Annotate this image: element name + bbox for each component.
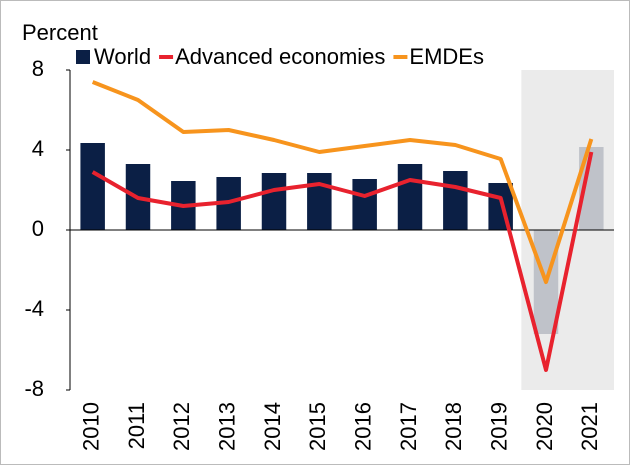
legend-swatch <box>76 50 90 64</box>
x-tick-label: 2019 <box>486 402 511 451</box>
bar <box>397 164 423 230</box>
bar <box>307 173 332 230</box>
bar <box>261 173 287 230</box>
x-tick-label: 2018 <box>441 402 466 451</box>
x-tick-label: 2016 <box>350 402 375 451</box>
bar <box>443 171 468 230</box>
bar <box>352 179 377 230</box>
x-tick-label: 2020 <box>532 402 557 451</box>
line <box>91 80 594 284</box>
x-tick-label: 2014 <box>260 402 285 451</box>
x-tick-label: 2013 <box>214 402 239 451</box>
legend-label: World <box>94 44 151 69</box>
y-tick-label: 8 <box>32 56 44 81</box>
x-tick-label: 2012 <box>169 402 194 451</box>
legend-label: Advanced economies <box>175 44 385 69</box>
y-tick-label: -4 <box>24 296 44 321</box>
x-tick-label: 2015 <box>305 402 330 451</box>
line <box>91 151 594 372</box>
y-tick-label: 0 <box>32 216 44 241</box>
y-tick-label: -8 <box>24 376 44 401</box>
x-tick-label: 2017 <box>396 402 421 451</box>
y-tick-label: 4 <box>32 136 44 161</box>
y-axis-label: Percent <box>22 20 98 45</box>
legend-label: EMDEs <box>409 44 484 69</box>
x-tick-label: 2021 <box>577 402 602 451</box>
x-tick-label: 2011 <box>124 402 149 449</box>
bar <box>80 143 105 230</box>
x-tick-label: 2010 <box>78 402 103 451</box>
